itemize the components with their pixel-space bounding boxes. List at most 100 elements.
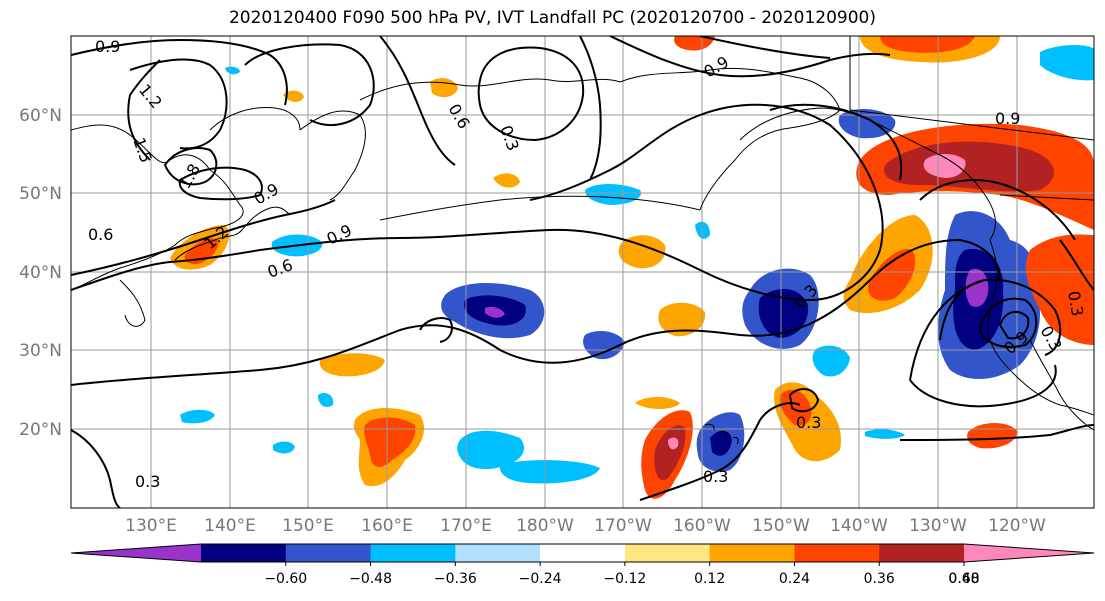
positive-anomaly-small-4 (635, 397, 680, 410)
positive-anomaly-160w (658, 302, 706, 337)
contour-19 (998, 310, 1030, 340)
colorbar-tick-label: 0.60 (948, 571, 979, 587)
coast-aleutians (379, 195, 701, 221)
positive-anomaly-us-southwest (1025, 234, 1094, 345)
contour-label: 0.6 (88, 225, 113, 244)
positive-anomaly-gulf-alaska-core (884, 141, 1054, 192)
positive-anomaly-160e-south-core (364, 417, 416, 467)
contour-25 (419, 317, 453, 343)
contour-17 (939, 278, 1062, 356)
contour-18 (978, 297, 1038, 348)
contour-6 (129, 58, 228, 150)
coast-baja (1029, 339, 1094, 431)
contour-21 (899, 424, 1094, 441)
positive-anomaly-small-1 (283, 90, 304, 103)
contour-10 (379, 36, 456, 166)
lat-axis-labels: 60°N 50°N 40°N 30°N 20°N (19, 106, 62, 440)
lon-label: 160°E (361, 516, 413, 536)
lat-label: 30°N (19, 341, 62, 361)
coast-japan (174, 206, 291, 261)
contour-2 (71, 103, 884, 302)
colorbar-tick-label: −0.24 (519, 571, 562, 587)
colorbar-tick-label: 0.12 (694, 571, 725, 587)
coast-alaska (619, 67, 841, 211)
colorbar-segment (71, 544, 201, 562)
colorbar-segment (964, 544, 1094, 562)
colorbar: −0.60 −0.48 −0.36 −0.24 −0.12 0.12 0.24 0.36 0.4… (70, 543, 1095, 587)
contour-20 (909, 279, 1057, 408)
contour-8 (127, 59, 161, 161)
positive-anomaly-160e (319, 353, 385, 377)
colorbar-segment (879, 544, 965, 562)
contour-12 (579, 36, 602, 181)
colorbar-tick-label: −0.12 (603, 571, 646, 587)
colorbar-tick-label: 0.24 (779, 571, 810, 587)
colorbar-outline (70, 543, 1095, 563)
contour-23 (788, 388, 820, 413)
colorbar-tick-label: 0.48 (948, 571, 979, 587)
colorbar-segment (624, 544, 711, 562)
border-canada-us (849, 36, 1094, 201)
contour-label: 0.3 (135, 472, 160, 491)
positive-anomaly-north-top-core (880, 36, 975, 53)
coast-kamchatka (299, 110, 366, 201)
lon-label: 170°W (594, 516, 652, 536)
negative-anomaly-small-3 (812, 345, 850, 377)
negative-anomaly-small-1 (585, 184, 641, 205)
colorbar-segment (709, 544, 795, 562)
contour-label: 0.3 (1064, 289, 1087, 317)
contour-16 (919, 179, 1076, 241)
coast-korea (119, 279, 146, 327)
lon-label: 140°W (830, 516, 888, 536)
contour-11 (477, 46, 585, 142)
colorbar-segment (540, 544, 626, 562)
positive-anomaly-small-3 (493, 173, 520, 188)
pc-shading (170, 36, 1094, 499)
contour-7 (71, 38, 288, 106)
positive-anomaly-gulf-alaska-peak (923, 154, 966, 178)
lon-label: 130°E (125, 516, 177, 536)
colorbar-tick-label: −0.48 (349, 571, 392, 587)
colorbar-tick-label: −0.36 (434, 571, 477, 587)
negative-anomaly-top-right (1040, 45, 1094, 81)
lon-label: 180°W (516, 516, 574, 536)
colorbar-segment (794, 544, 880, 562)
positive-anomaly-top-small (674, 36, 715, 51)
coastlines (71, 36, 1094, 445)
negative-anomaly-small-8 (225, 66, 240, 75)
positive-anomaly-145w-core (779, 389, 812, 426)
contour-26 (1059, 239, 1094, 291)
lon-label: 160°W (673, 516, 731, 536)
colorbar-segment (201, 544, 287, 562)
graticule (71, 36, 1094, 508)
contour-label: 0.9 (95, 37, 120, 56)
lon-label: 130°W (909, 516, 967, 536)
colorbar-tick-label: 0.36 (864, 571, 895, 587)
contour-4 (178, 166, 263, 201)
positive-anomaly-20n-160w-core (654, 425, 686, 481)
contour-label: 0.9 (995, 109, 1020, 128)
contour-1 (71, 238, 1001, 386)
negative-anomaly-south-180 (457, 430, 525, 470)
colorbar-segment (370, 544, 456, 562)
lon-label: 170°E (440, 516, 492, 536)
lat-label: 60°N (19, 106, 62, 126)
negative-anomaly-gulf-alaska (838, 108, 896, 139)
contour-13 (609, 36, 891, 78)
positive-anomaly-20n-160w-peak (668, 437, 679, 450)
colorbar-segment (455, 544, 541, 562)
positive-anomaly-japan-core (184, 238, 219, 265)
contour-22 (639, 402, 801, 501)
contour-15 (769, 103, 903, 181)
negative-anomaly-small-5 (180, 409, 215, 424)
contour-3 (71, 199, 336, 276)
colorbar-ticks: −0.60 −0.48 −0.36 −0.24 −0.12 0.12 0.24 0.36 0.4… (264, 562, 980, 587)
colorbar-tick-label: −0.60 (264, 571, 307, 587)
negative-anomaly-south-175w (499, 460, 600, 484)
negative-anomaly-small-6 (273, 441, 295, 454)
contour-14 (699, 36, 831, 59)
positive-anomaly-140w-core (868, 249, 916, 301)
contour-24 (71, 429, 121, 508)
map-frame (70, 35, 1095, 509)
negative-anomaly-small-10 (318, 393, 334, 407)
